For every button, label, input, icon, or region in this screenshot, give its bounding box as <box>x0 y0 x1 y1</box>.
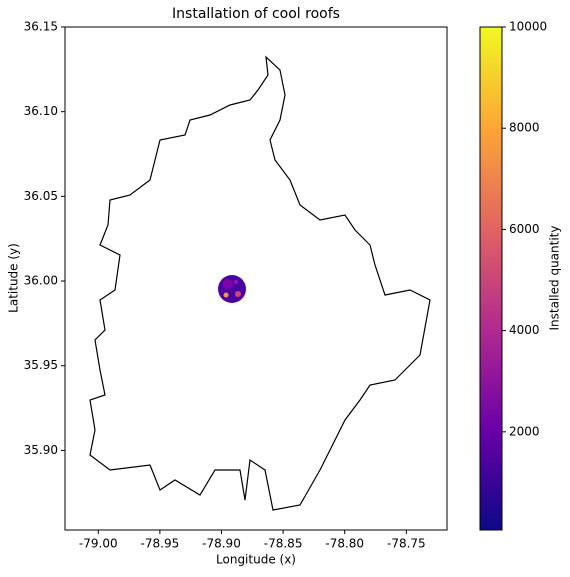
heat-blob <box>218 275 246 303</box>
y-axis-label: Latitude (y) <box>7 243 21 313</box>
y-tick-label: 36.15 <box>24 20 58 34</box>
plot-frame <box>64 26 448 531</box>
x-axis-label: Longitude (x) <box>216 553 296 567</box>
colorbar-tick-label: 10000 <box>509 20 547 34</box>
colorbar-tick-label: 2000 <box>509 424 540 438</box>
colorbar-label: Installed quantity <box>548 226 562 331</box>
y-tick-label: 36.00 <box>24 274 58 288</box>
colorbar-tick-label: 4000 <box>509 323 540 337</box>
boundary <box>89 55 431 511</box>
colorbar-tick-label: 8000 <box>509 121 540 135</box>
x-tick-label: -78.75 <box>387 537 426 551</box>
x-tick-label: -78.80 <box>325 537 364 551</box>
x-tick-label: -79.00 <box>79 537 118 551</box>
y-tick-label: 36.10 <box>24 104 58 118</box>
x-tick-label: -78.90 <box>202 537 241 551</box>
y-tick-label: 35.90 <box>24 443 58 457</box>
colorbar <box>479 26 503 531</box>
chart-title: Installation of cool roofs <box>172 6 340 22</box>
y-tick-label: 36.05 <box>24 189 58 203</box>
x-tick-label: -78.95 <box>141 537 180 551</box>
colorbar-tick-label: 6000 <box>509 222 540 236</box>
x-tick-label: -78.85 <box>264 537 303 551</box>
y-tick-label: 35.95 <box>24 358 58 372</box>
